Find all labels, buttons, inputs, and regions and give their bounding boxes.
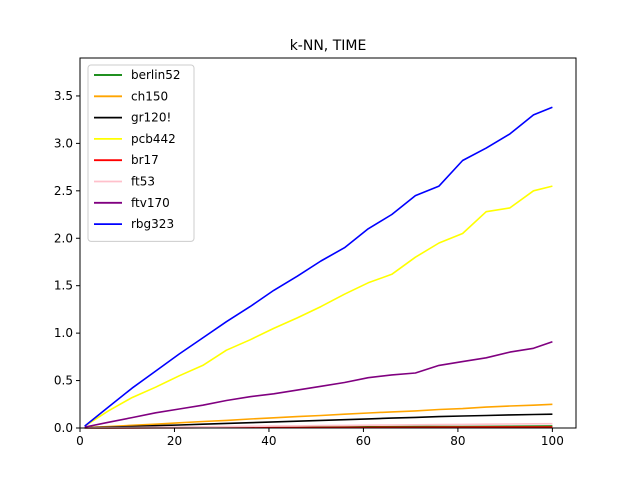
legend-label: pcb442 (131, 132, 176, 146)
x-tick-label: 60 (356, 434, 371, 448)
y-tick-label: 3.0 (54, 136, 73, 150)
legend-label: ch150 (131, 89, 168, 103)
y-tick-label: 1.5 (54, 279, 73, 293)
x-tick-label: 20 (167, 434, 182, 448)
legend-label: ft53 (131, 175, 155, 189)
y-axis: 0.0 0.5 1.0 1.5 2.0 2.5 3.0 3.5 (54, 89, 80, 435)
legend-box (87, 64, 195, 242)
x-tick-label: 40 (261, 434, 276, 448)
y-tick-label: 0.5 (54, 374, 73, 388)
series-line-rbg323 (84, 106, 553, 427)
series-line-pcb442 (84, 185, 553, 427)
series-line-ftv170 (84, 340, 553, 428)
x-tick-label: 80 (450, 434, 465, 448)
y-tick-label: 2.0 (54, 231, 73, 245)
y-tick-label: 3.5 (54, 89, 73, 103)
legend-label: ftv170 (131, 196, 170, 210)
series-line-gr120 (84, 413, 553, 429)
y-tick-label: 0.0 (54, 421, 73, 435)
legend-label: berlin52 (131, 68, 180, 82)
x-tick-label: 0 (76, 434, 84, 448)
x-tick-label: 100 (541, 434, 564, 448)
legend-label: br17 (131, 153, 159, 167)
legend-label: rbg323 (131, 217, 174, 231)
chart-title: k-NN, TIME (290, 38, 367, 54)
plot-frame (79, 57, 577, 429)
legend: berlin52 ch150 gr120! pcb442 br17 ft53 ftv170 r… (87, 64, 195, 242)
series-line-ch150 (84, 403, 553, 429)
x-axis: 0 20 40 60 80 100 (76, 428, 564, 448)
series-line-ft53 (84, 422, 553, 429)
legend-label: gr120! (131, 111, 171, 125)
y-tick-label: 1.0 (54, 326, 73, 340)
y-tick-label: 2.5 (54, 184, 73, 198)
